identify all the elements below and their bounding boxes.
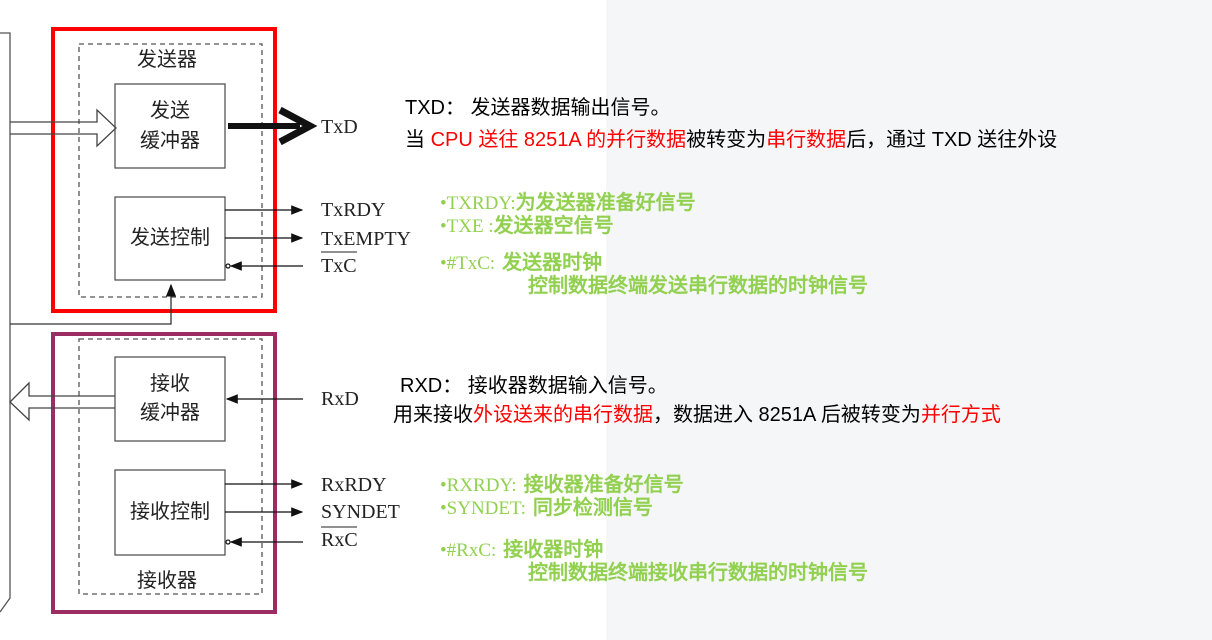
buffer-to-bus-arrow (9, 381, 115, 422)
rx-bullet: •RXRDY: 接收器准备好信号 (440, 472, 684, 496)
rx-bullet: •SYNDET: 同步检测信号 (440, 495, 653, 519)
receiver-dashed-box (78, 338, 263, 595)
rxd-note-line2: 用来接收外设送来的串行数据，数据进入 8251A 后被转变为并行方式 (393, 404, 1001, 426)
txc-label: TxC (321, 255, 357, 277)
tx-bullet: •TXRDY:为发送器准备好信号 (440, 190, 696, 214)
rx-bullet: •#RxC: 接收器时钟 (440, 537, 604, 561)
bus-to-buffer-arrow (10, 108, 117, 148)
transmit-buffer-label-2: 缓冲器 (140, 129, 200, 152)
rxc-label: RxC (321, 529, 358, 551)
txrdy-label: TxRDY (321, 199, 385, 221)
receive-control-label: 接收控制 (130, 500, 210, 523)
receiver-highlight-box (51, 332, 277, 614)
transmitter-dashed-box (78, 43, 263, 298)
receiver-title: 接收器 (137, 569, 197, 592)
transmit-buffer-box (114, 83, 226, 169)
txd-note-line1: TXD： 发送器数据输出信号。 (405, 97, 671, 119)
txd-note-line2: 当 CPU 送往 8251A 的并行数据被转变为串行数据后，通过 TXD 送往外… (405, 129, 1058, 151)
txempty-label: TxEMPTY (321, 228, 411, 250)
transmit-buffer-label-1: 发送 (150, 99, 190, 122)
tx-bullet: •#TxC: 发送器时钟 (440, 250, 603, 274)
rxd-label: RxD (321, 388, 359, 410)
receive-buffer-label-2: 缓冲器 (140, 401, 200, 424)
control-input-arrow (10, 283, 177, 325)
slide-left-background (0, 0, 606, 640)
transmitter-highlight-box (51, 27, 277, 313)
rx-bullet: 控制数据终端接收串行数据的时钟信号 (528, 560, 868, 584)
receive-buffer-label-1: 接收 (150, 372, 190, 395)
rxrdy-label: RxRDY (321, 474, 387, 496)
transmitter-title: 发送器 (137, 48, 197, 71)
receive-buffer-box (114, 356, 226, 442)
txd-output-arrow (278, 106, 318, 146)
syndet-label: SYNDET (321, 501, 400, 523)
tx-bullet: 控制数据终端发送串行数据的时钟信号 (528, 273, 868, 297)
rxd-note-line1: RXD： 接收器数据输入信号。 (400, 375, 668, 397)
internal-bus-line (0, 32, 11, 613)
txd-label: TxD (321, 116, 358, 138)
transmit-control-label: 发送控制 (130, 226, 210, 249)
tx-bullet: •TXE :发送器空信号 (440, 213, 614, 237)
